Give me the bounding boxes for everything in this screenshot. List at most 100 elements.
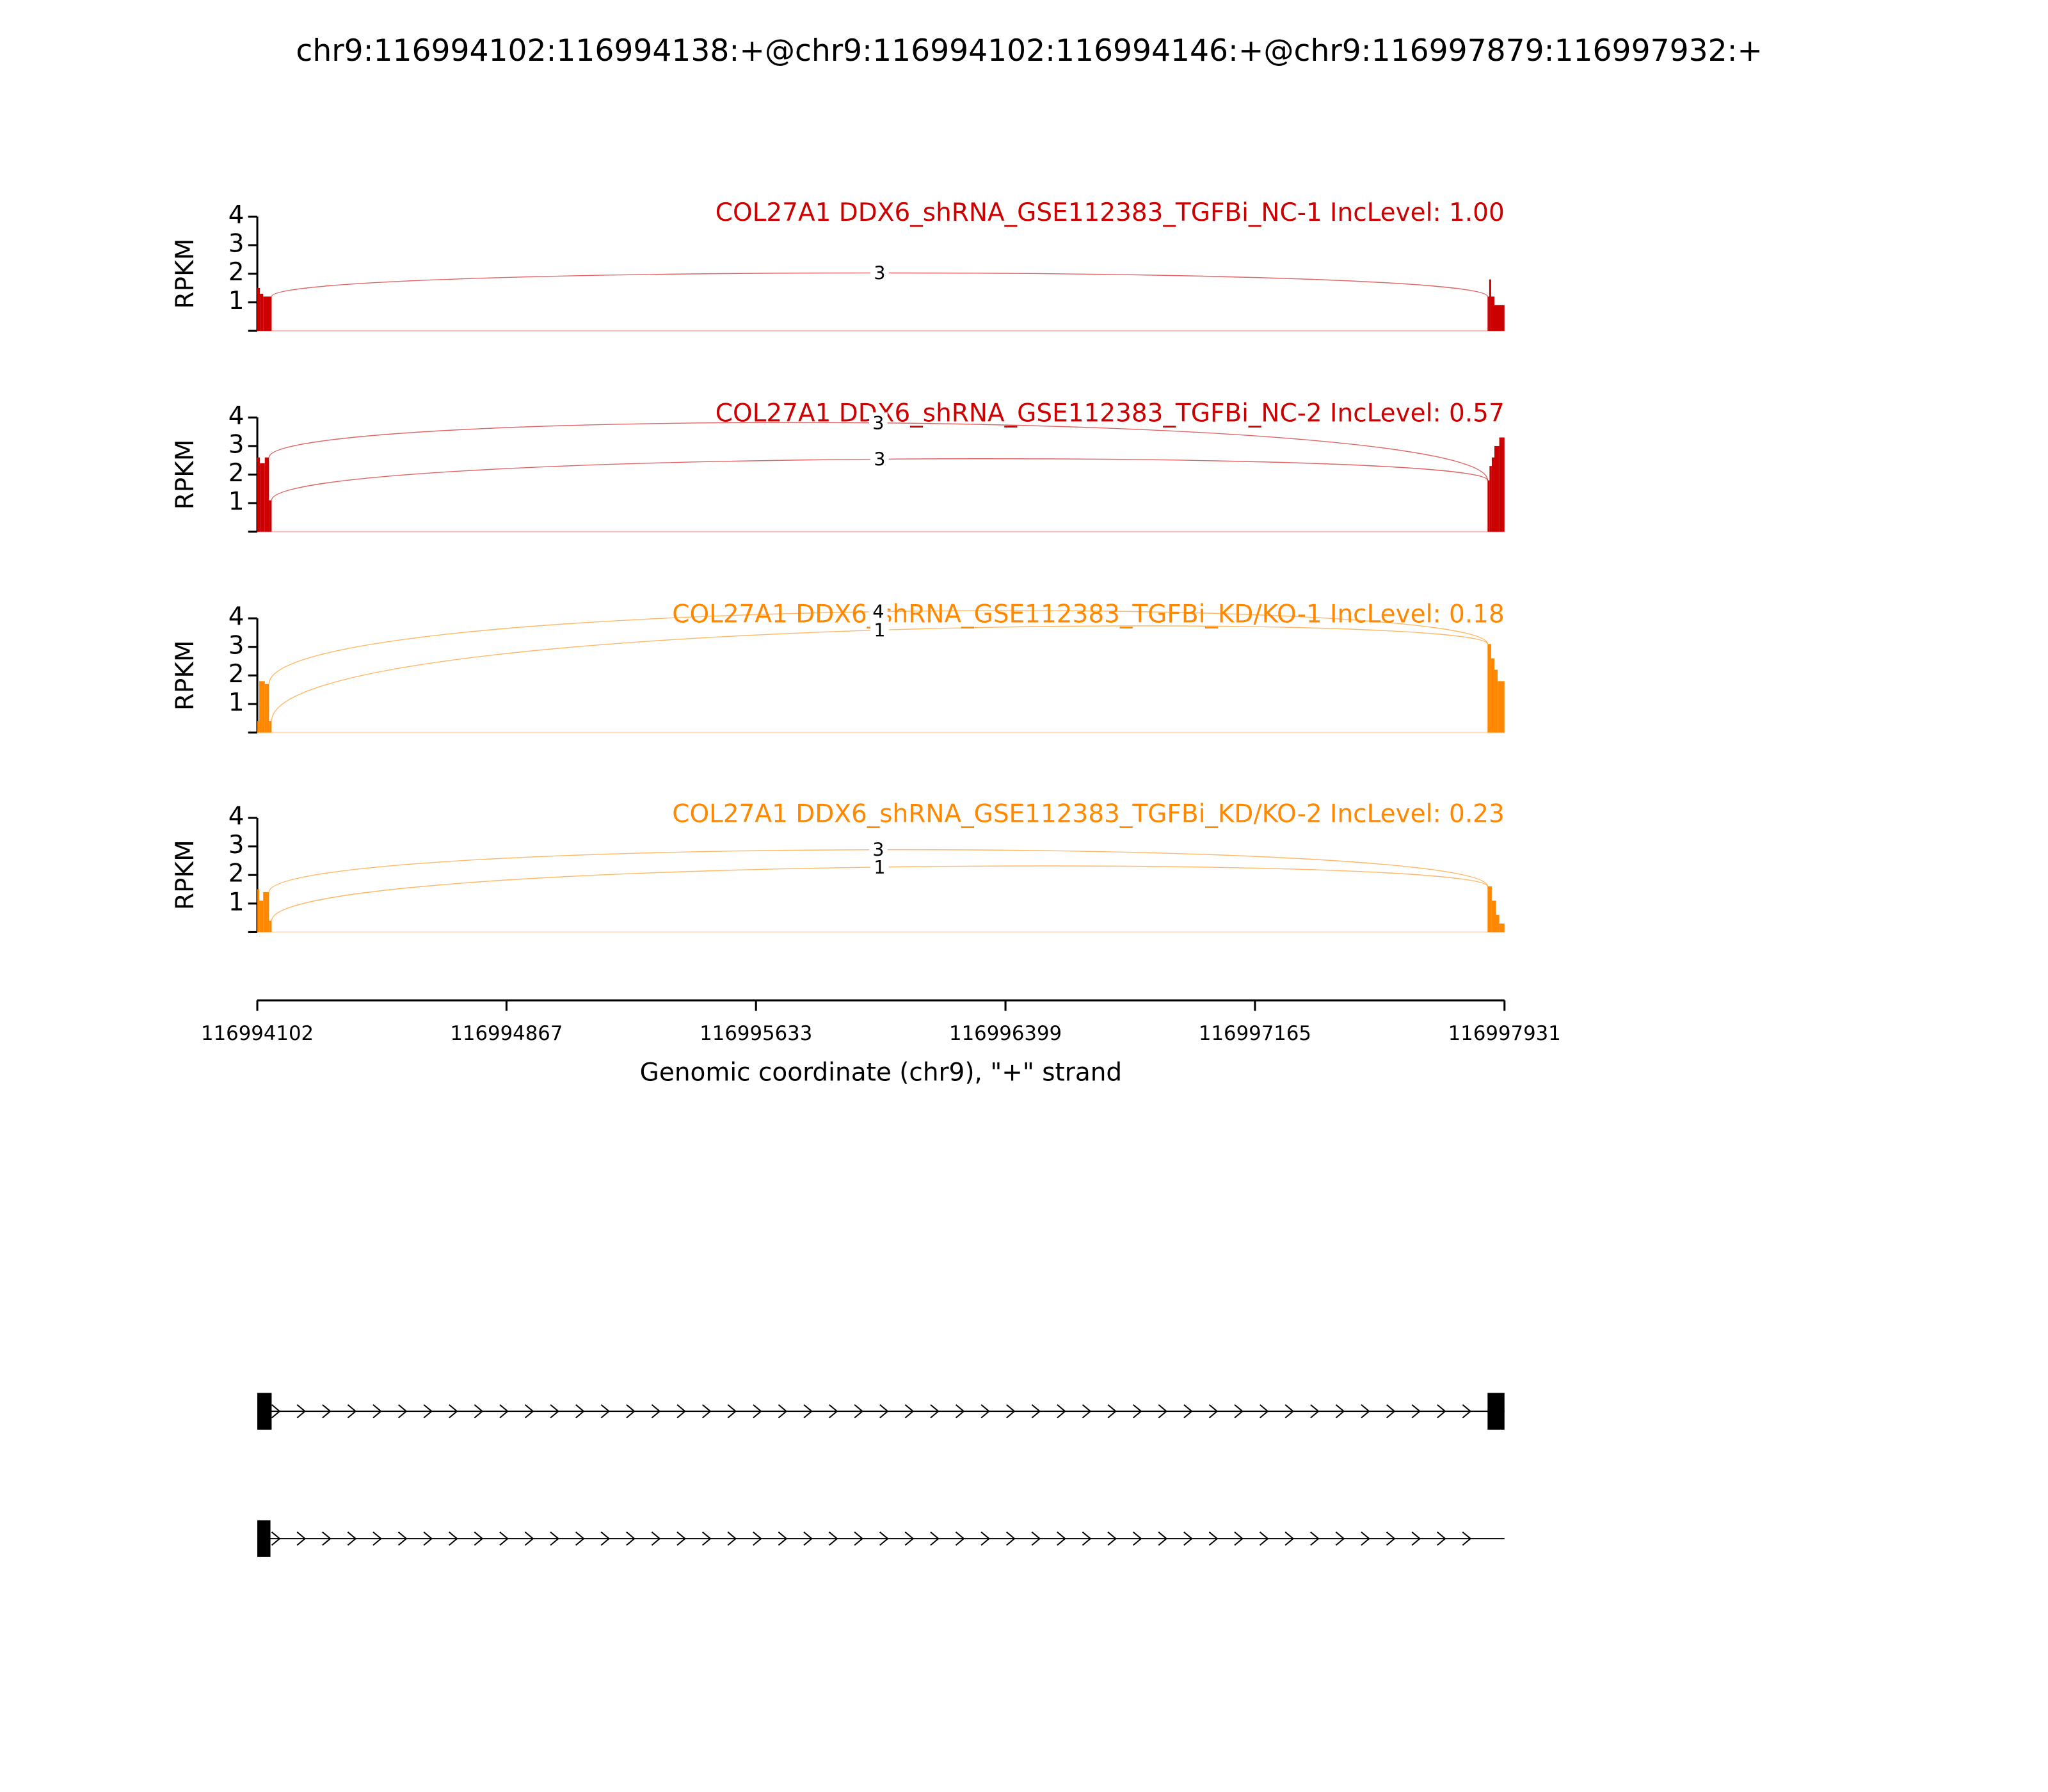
y-tick-label: 2 (228, 258, 244, 287)
strand-arrow (1361, 1532, 1370, 1546)
strand-arrow (600, 1532, 611, 1546)
x-axis-label: Genomic coordinate (chr9), "+" strand (640, 1058, 1122, 1087)
y-axis-label: RPKM (171, 840, 200, 910)
strand-arrow (701, 1532, 712, 1546)
strand-arrow (1411, 1532, 1421, 1546)
figure-title: chr9:116994102:116994138:+@chr9:11699410… (296, 33, 1763, 68)
strand-arrow (828, 1404, 838, 1419)
coverage-bar (1491, 900, 1496, 932)
strand-arrow (1284, 1532, 1295, 1546)
strand-arrow (879, 1532, 889, 1546)
y-tick-label: 2 (228, 459, 244, 488)
junction-label-bg (868, 601, 888, 623)
coverage-bar (1491, 658, 1494, 733)
strand-arrow (1411, 1404, 1421, 1419)
strand-arrow (1361, 1404, 1370, 1419)
coverage-bar (1487, 296, 1489, 331)
strand-arrow (1259, 1404, 1269, 1419)
y-tick-label: 2 (228, 860, 244, 888)
junction-label: 3 (874, 448, 885, 470)
coverage-bar (1494, 445, 1500, 532)
coverage-bar (269, 920, 272, 932)
strand-arrow (1259, 1532, 1269, 1546)
coverage-bar (1487, 644, 1491, 733)
y-axis-label: RPKM (171, 440, 200, 510)
strand-arrow (1158, 1404, 1168, 1419)
y-tick-label: 1 (228, 689, 244, 717)
strand-arrow (575, 1532, 585, 1546)
y-axis-label: RPKM (171, 239, 200, 309)
strand-arrow (524, 1404, 534, 1419)
strand-arrow (1208, 1404, 1219, 1419)
strand-arrow (651, 1404, 661, 1419)
strand-arrow (1057, 1404, 1066, 1419)
strand-arrow (1386, 1404, 1396, 1419)
strand-arrow (1082, 1404, 1092, 1419)
y-tick-label: 4 (228, 201, 244, 230)
junction-label-bg (868, 412, 888, 434)
strand-arrow (1208, 1532, 1219, 1546)
coverage-bar (1487, 886, 1492, 932)
x-tick-label: 116995633 (700, 1022, 812, 1045)
strand-arrow (1107, 1532, 1117, 1546)
strand-arrow (803, 1404, 813, 1419)
strand-arrow (1057, 1532, 1066, 1546)
strand-arrow (1006, 1532, 1016, 1546)
strand-arrow (1183, 1404, 1193, 1419)
strand-arrow (397, 1404, 408, 1419)
strand-arrow (524, 1532, 534, 1546)
strand-arrow (854, 1532, 864, 1546)
coverage-bar (257, 721, 260, 733)
coverage-bar (263, 296, 272, 331)
strand-arrow (1031, 1532, 1041, 1546)
strand-arrow (753, 1532, 762, 1546)
coverage-bar (1489, 279, 1491, 331)
exon (257, 1393, 272, 1430)
strand-arrow (1031, 1404, 1041, 1419)
y-axis-label: RPKM (171, 641, 200, 711)
strand-arrow (449, 1532, 458, 1546)
strand-arrow (980, 1404, 991, 1419)
y-tick-label: 3 (228, 831, 244, 860)
strand-arrow (1310, 1404, 1320, 1419)
coverage-bar (1491, 296, 1494, 331)
strand-arrow (397, 1532, 408, 1546)
strand-arrow (930, 1532, 940, 1546)
junction-label: 4 (872, 601, 884, 623)
x-tick-label: 116997931 (1448, 1022, 1561, 1045)
strand-arrow (372, 1404, 382, 1419)
strand-arrow (1462, 1532, 1472, 1546)
strand-arrow (1335, 1404, 1345, 1419)
strand-arrow (550, 1404, 560, 1419)
strand-arrow (1462, 1404, 1472, 1419)
x-tick-label: 116994102 (201, 1022, 314, 1045)
strand-arrow (322, 1532, 332, 1546)
strand-arrow (1437, 1404, 1446, 1419)
strand-arrow (372, 1532, 382, 1546)
panel-title: COL27A1 DDX6_shRNA_GSE112383_TGFBi_NC-2 … (716, 399, 1505, 428)
coverage-bar (259, 681, 265, 733)
strand-arrow (1006, 1404, 1016, 1419)
strand-arrow (778, 1404, 788, 1419)
coverage-bar (269, 721, 272, 733)
strand-arrow (676, 1404, 686, 1419)
strand-arrow (727, 1404, 737, 1419)
x-tick-label: 116997165 (1199, 1022, 1311, 1045)
strand-arrow (828, 1532, 838, 1546)
junction-label-bg (870, 449, 889, 470)
x-tick-label: 116994867 (450, 1022, 563, 1045)
strand-arrow (803, 1532, 813, 1546)
panel-title: COL27A1 DDX6_shRNA_GSE112383_TGFBi_NC-1 … (716, 198, 1505, 227)
strand-arrow (879, 1404, 889, 1419)
strand-arrow (499, 1532, 509, 1546)
strand-arrow (474, 1532, 484, 1546)
exon (1487, 1393, 1505, 1430)
coverage-bar (264, 684, 269, 733)
coverage-bar (1494, 669, 1498, 733)
strand-arrow (753, 1404, 762, 1419)
junction-label-bg (870, 856, 889, 878)
coverage-bar (1489, 466, 1492, 532)
coverage-bar (260, 463, 265, 532)
